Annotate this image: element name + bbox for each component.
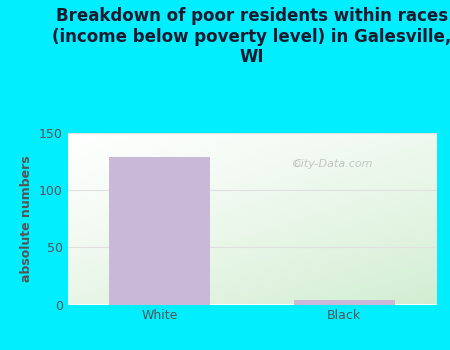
Bar <box>293 300 395 304</box>
Text: City-Data.com: City-Data.com <box>293 159 373 169</box>
Y-axis label: absolute numbers: absolute numbers <box>20 155 33 282</box>
Text: Breakdown of poor residents within races
(income below poverty level) in Galesvi: Breakdown of poor residents within races… <box>52 7 450 66</box>
Bar <box>109 157 211 304</box>
Text: ⊙: ⊙ <box>292 159 301 169</box>
